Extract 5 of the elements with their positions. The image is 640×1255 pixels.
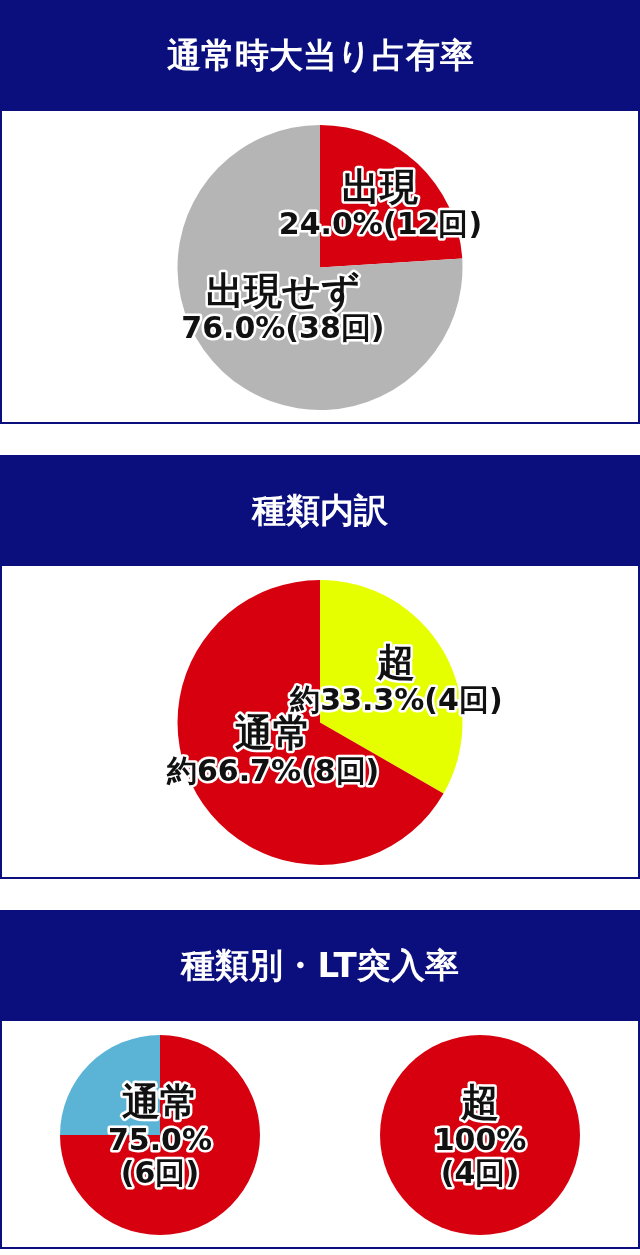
slice-label: 出現: [342, 164, 419, 209]
chart-title: 種類別・LT突入率: [180, 945, 459, 985]
chart-title: 種類内訳: [251, 490, 389, 530]
chart-title: 通常時大当り占有率: [166, 35, 474, 75]
slice-label: 超: [376, 640, 416, 685]
